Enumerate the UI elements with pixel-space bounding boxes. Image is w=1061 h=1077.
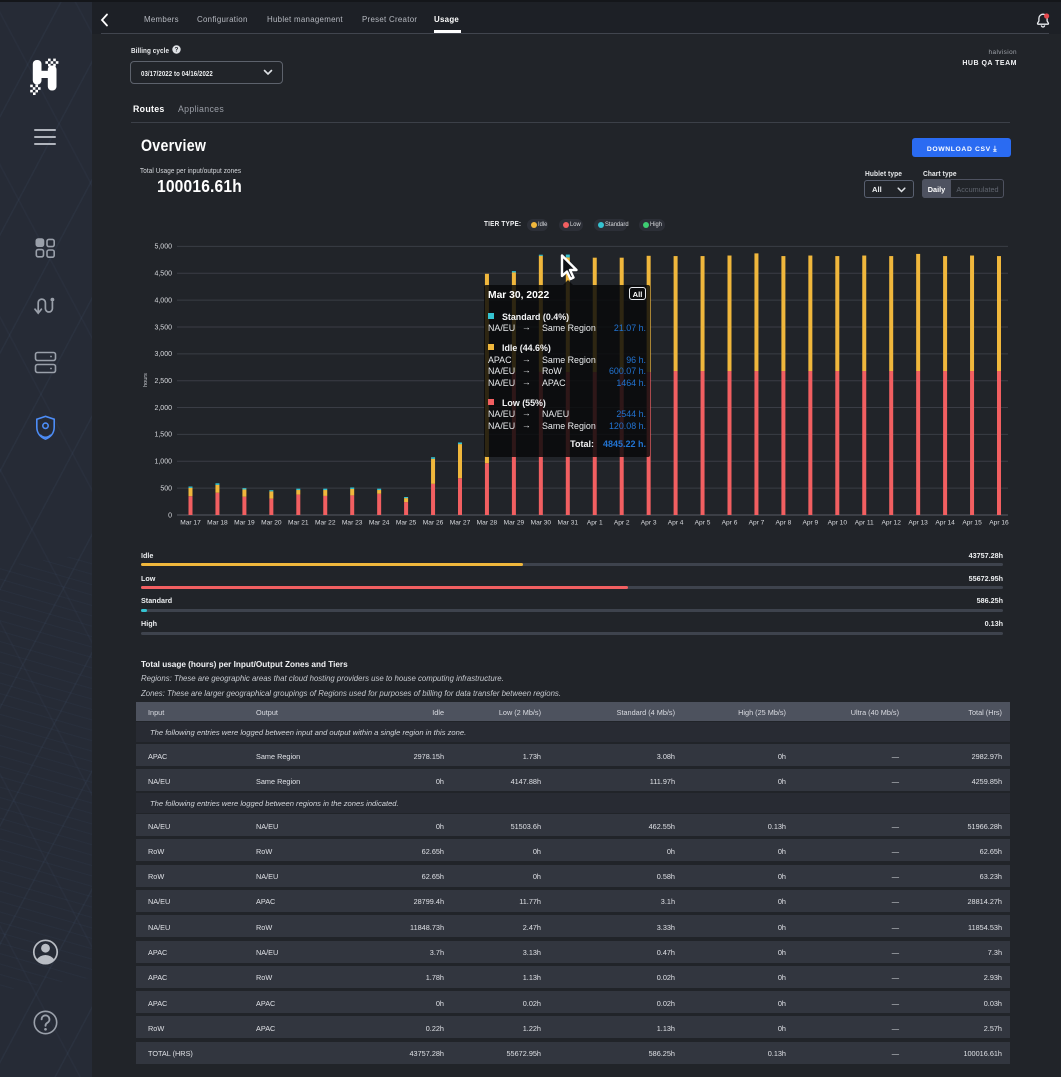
svg-text:Apr 3: Apr 3 — [641, 520, 657, 527]
svg-text:Apr 15: Apr 15 — [962, 520, 982, 527]
svg-text:Apr 6: Apr 6 — [722, 520, 738, 527]
svg-text:Mar 21: Mar 21 — [288, 520, 309, 527]
svg-text:4,000: 4,000 — [154, 297, 172, 304]
svg-text:Apr 7: Apr 7 — [749, 520, 765, 527]
svg-text:500: 500 — [160, 485, 172, 492]
svg-text:Mar 30: Mar 30 — [531, 520, 552, 527]
svg-text:Apr 12: Apr 12 — [881, 520, 901, 527]
svg-text:?: ? — [175, 46, 179, 53]
svg-text:Mar 19: Mar 19 — [234, 520, 255, 527]
svg-text:1,500: 1,500 — [154, 432, 172, 439]
svg-text:Mar 17: Mar 17 — [180, 520, 201, 527]
svg-text:4,500: 4,500 — [154, 271, 172, 278]
svg-text:Apr 1: Apr 1 — [587, 520, 603, 527]
svg-text:0: 0 — [168, 512, 172, 519]
svg-text:Apr 11: Apr 11 — [855, 520, 874, 527]
svg-text:Apr 8: Apr 8 — [776, 520, 792, 527]
svg-text:Mar 24: Mar 24 — [369, 520, 390, 527]
svg-text:Mar 28: Mar 28 — [477, 520, 498, 527]
svg-text:2,500: 2,500 — [154, 378, 172, 385]
svg-text:Mar 23: Mar 23 — [342, 520, 363, 527]
svg-text:5,000: 5,000 — [154, 244, 172, 251]
svg-text:Mar 27: Mar 27 — [450, 520, 471, 527]
svg-text:hours: hours — [143, 373, 149, 387]
svg-text:Mar 25: Mar 25 — [396, 520, 417, 527]
svg-text:Mar 20: Mar 20 — [261, 520, 282, 527]
svg-text:Mar 29: Mar 29 — [504, 520, 525, 527]
svg-text:Mar 26: Mar 26 — [423, 520, 444, 527]
svg-text:Apr 2: Apr 2 — [614, 520, 630, 527]
svg-text:Apr 10: Apr 10 — [828, 520, 848, 527]
svg-text:Apr 4: Apr 4 — [668, 520, 684, 527]
svg-text:Apr 5: Apr 5 — [695, 520, 711, 527]
svg-text:Apr 13: Apr 13 — [908, 520, 928, 527]
svg-text:Apr 14: Apr 14 — [935, 520, 955, 527]
svg-text:1,000: 1,000 — [154, 459, 172, 466]
svg-text:3,000: 3,000 — [154, 351, 172, 358]
svg-text:Apr 16: Apr 16 — [989, 520, 1009, 527]
svg-text:2,000: 2,000 — [154, 405, 172, 412]
svg-text:3,500: 3,500 — [154, 324, 172, 331]
svg-text:Mar 22: Mar 22 — [315, 520, 336, 527]
svg-text:Apr 9: Apr 9 — [802, 520, 818, 527]
svg-text:Mar 18: Mar 18 — [207, 520, 228, 527]
svg-text:Mar 31: Mar 31 — [558, 520, 579, 527]
